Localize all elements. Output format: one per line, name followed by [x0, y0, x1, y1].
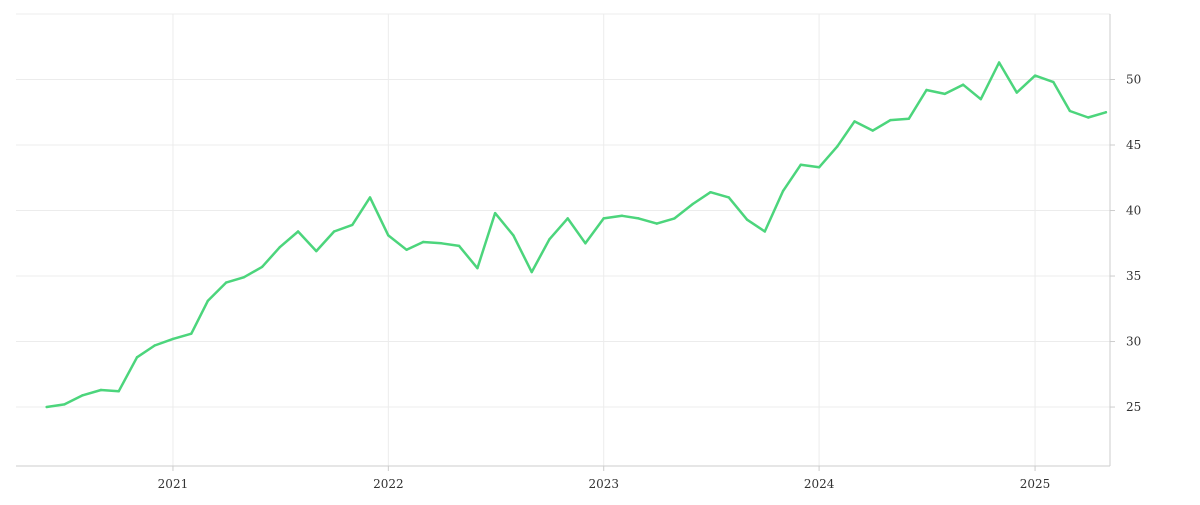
y-tick-label: 35 — [1126, 269, 1141, 283]
data-point — [387, 234, 390, 237]
y-tick-label: 45 — [1126, 138, 1141, 152]
data-point — [296, 230, 300, 233]
data-point — [836, 145, 839, 148]
x-tick-label: 2022 — [373, 477, 404, 491]
data-point — [763, 230, 767, 233]
data-point — [745, 218, 749, 221]
data-point — [530, 270, 533, 274]
data-point — [171, 337, 175, 341]
data-point — [135, 356, 139, 359]
data-point — [206, 299, 209, 303]
data-point — [853, 120, 856, 123]
data-point — [925, 88, 928, 92]
axes — [16, 14, 1115, 471]
data-point — [117, 390, 120, 393]
data-point — [351, 223, 354, 227]
data-point — [584, 242, 587, 245]
data-point — [493, 211, 497, 215]
y-tick-label: 40 — [1126, 204, 1141, 218]
x-tick-label: 2024 — [804, 477, 835, 491]
data-point — [1086, 116, 1090, 119]
y-tick-label: 50 — [1126, 73, 1141, 87]
x-tick-label: 2021 — [158, 477, 189, 491]
data-point — [440, 242, 443, 245]
x-tick-label: 2025 — [1020, 477, 1051, 491]
data-point — [278, 246, 281, 249]
data-point — [153, 344, 156, 347]
data-point — [566, 217, 569, 220]
data-point — [961, 83, 965, 86]
grid — [16, 13, 1110, 466]
data-point — [620, 214, 624, 217]
data-point — [943, 92, 946, 96]
data-point — [45, 405, 48, 409]
data-point — [1052, 80, 1055, 84]
data-point — [421, 240, 425, 244]
data-point — [548, 238, 551, 241]
y-tick-label: 25 — [1126, 400, 1141, 414]
data-point — [332, 230, 336, 233]
data-point — [871, 129, 874, 132]
data-point — [368, 196, 372, 199]
data-point — [260, 265, 264, 269]
data-point — [476, 266, 479, 270]
data-point — [907, 117, 910, 121]
series-line — [45, 61, 1108, 409]
data-point — [997, 61, 1001, 64]
data-point — [602, 217, 605, 220]
data-point — [799, 163, 803, 166]
data-point — [512, 234, 515, 237]
data-point — [637, 217, 640, 220]
data-point — [405, 248, 408, 252]
data-point — [673, 217, 676, 220]
data-point — [1068, 109, 1072, 113]
data-point — [242, 276, 245, 279]
data-point — [1104, 111, 1108, 114]
data-point — [709, 190, 712, 194]
data-point — [979, 97, 982, 101]
data-point — [457, 244, 461, 248]
data-point — [190, 332, 193, 335]
data-point — [655, 222, 659, 225]
data-point — [727, 196, 731, 199]
data-point — [781, 189, 785, 193]
data-point — [1033, 74, 1037, 77]
series-layer — [45, 61, 1108, 409]
data-point — [1015, 91, 1018, 94]
data-point — [224, 281, 228, 284]
tick-labels: 25 30 35 40 45 50 2021 2022 2023 2024 2025 — [158, 73, 1142, 491]
data-point — [99, 388, 103, 392]
data-point — [691, 202, 695, 206]
data-point — [63, 403, 66, 406]
data-point — [81, 394, 84, 397]
data-point — [315, 249, 318, 253]
y-tick-label: 30 — [1126, 335, 1141, 349]
x-tick-label: 2023 — [588, 477, 619, 491]
data-point — [817, 166, 821, 169]
data-point — [889, 118, 892, 122]
